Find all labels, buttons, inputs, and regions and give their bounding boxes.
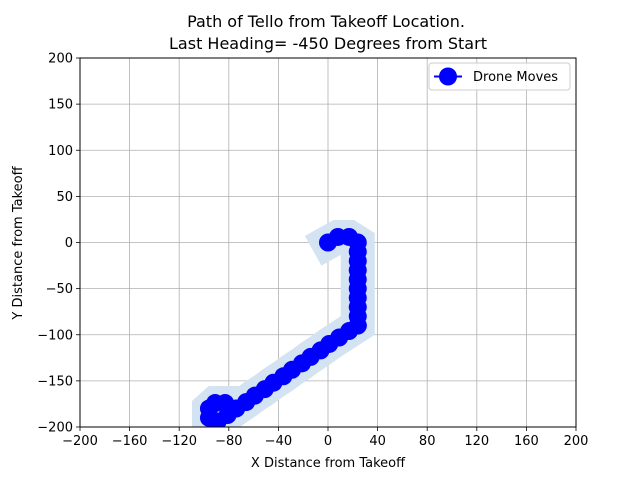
legend-box (428, 62, 571, 91)
x-tick-label: 160 (514, 434, 539, 449)
y-tick-label: 100 (48, 144, 73, 159)
x-tick-label: −120 (161, 434, 197, 449)
x-tick-label: −40 (265, 434, 292, 449)
chart-subtitle: Last Heading= -450 Degrees from Start (169, 34, 487, 53)
legend-label-drone-moves: Drone Moves (473, 70, 558, 85)
legend-marker-swatch (439, 67, 457, 86)
x-axis-label: X Distance from Takeoff (251, 456, 406, 471)
y-tick-label: −200 (37, 421, 73, 436)
x-tick-label: 200 (564, 434, 589, 449)
y-tick-label: −100 (37, 328, 73, 343)
x-tick-label: −200 (62, 434, 98, 449)
y-tick-label: 50 (56, 190, 73, 205)
legend: Drone Moves (428, 62, 571, 91)
y-tick-label: −50 (46, 282, 73, 297)
x-axis-ticks: −200 −160 −120 −80 −40 0 40 80 120 160 200 (62, 427, 588, 449)
x-tick-label: −160 (112, 434, 148, 449)
x-tick-label: 80 (419, 434, 436, 449)
chart-title: Path of Tello from Takeoff Location. (187, 12, 465, 31)
y-tick-label: −150 (37, 374, 73, 389)
y-axis-label: Y Distance from Takeoff (11, 165, 26, 320)
x-tick-label: 40 (369, 434, 386, 449)
y-axis-ticks: −200 −150 −100 −50 0 50 100 150 200 (37, 52, 80, 436)
x-tick-label: −80 (215, 434, 242, 449)
series-drone-moves (199, 227, 367, 427)
x-tick-label: 0 (324, 434, 332, 449)
y-tick-label: 200 (48, 52, 73, 67)
y-tick-label: 0 (65, 236, 73, 251)
x-tick-label: 120 (464, 434, 489, 449)
y-tick-label: 150 (48, 98, 73, 113)
data-point (216, 394, 235, 413)
